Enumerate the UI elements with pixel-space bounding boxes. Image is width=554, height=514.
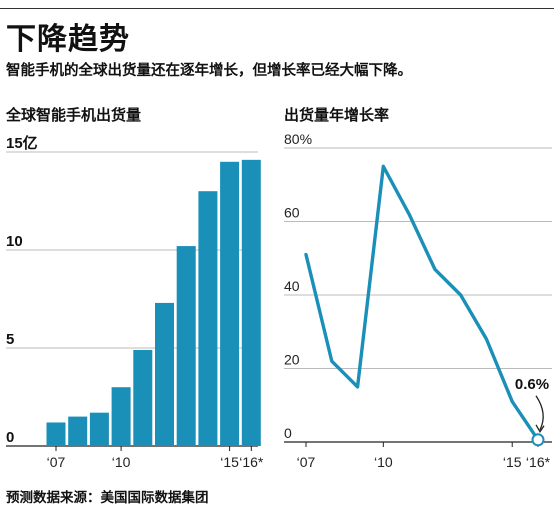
source-note: 预测数据来源：美国国际数据集团	[6, 490, 209, 506]
top-rule	[0, 8, 554, 9]
bar-chart-y-tick-label: 5	[6, 331, 14, 348]
line-chart-y-tick-label: 20	[284, 352, 300, 368]
bar-chart-y-tick-label: 0	[6, 429, 14, 446]
line-chart-y-tick-label: 40	[284, 278, 300, 294]
line-chart-x-tick-label: ‘10	[374, 454, 393, 470]
subtitle: 智能手机的全球出货量还在逐年增长，但增长率已经大幅下降。	[6, 63, 412, 79]
bar-2012	[155, 302, 174, 446]
line-chart-y-tick-label: 80%	[284, 131, 312, 147]
bar-2007	[46, 422, 66, 446]
annotation-arrowhead	[535, 424, 545, 434]
bar-2009	[89, 412, 109, 446]
bar-chart-x-tick-label: ‘07	[47, 454, 66, 470]
growth-rate-line	[304, 164, 540, 442]
bar-chart-title: 全球智能手机出货量	[6, 106, 142, 124]
bar-2011	[133, 349, 153, 446]
line-chart-y-tick-label: 0	[284, 425, 292, 441]
line-chart-x-tick-label: ‘07	[297, 454, 316, 470]
bar-chart-y-tick-label: 15亿	[6, 134, 38, 152]
bar-2015	[220, 161, 240, 447]
headline: 下降趋势	[6, 22, 130, 57]
line-chart-title: 出货量年增长率	[284, 106, 390, 124]
bar-chart-x-tick-label: ‘15	[220, 454, 239, 470]
bar-chart-y-tick-label: 10	[6, 233, 23, 250]
bar-chart-x-tick-label: ‘16*	[239, 454, 264, 470]
bar-2010	[111, 387, 131, 446]
bar-2016	[241, 159, 261, 446]
bar-2014	[198, 191, 218, 446]
bar-chart-x-tick-label: ‘10	[112, 454, 131, 470]
bar-2008	[68, 416, 88, 446]
last-point-marker	[531, 433, 545, 447]
line-chart-x-tick-label: ‘15	[503, 454, 522, 470]
annotation-label: 0.6%	[515, 376, 549, 393]
line-chart-x-tick-label: ‘16*	[526, 454, 551, 470]
bar-2013	[176, 246, 196, 446]
line-chart-y-tick-label: 60	[284, 205, 300, 221]
annotation-arrow	[535, 395, 544, 431]
